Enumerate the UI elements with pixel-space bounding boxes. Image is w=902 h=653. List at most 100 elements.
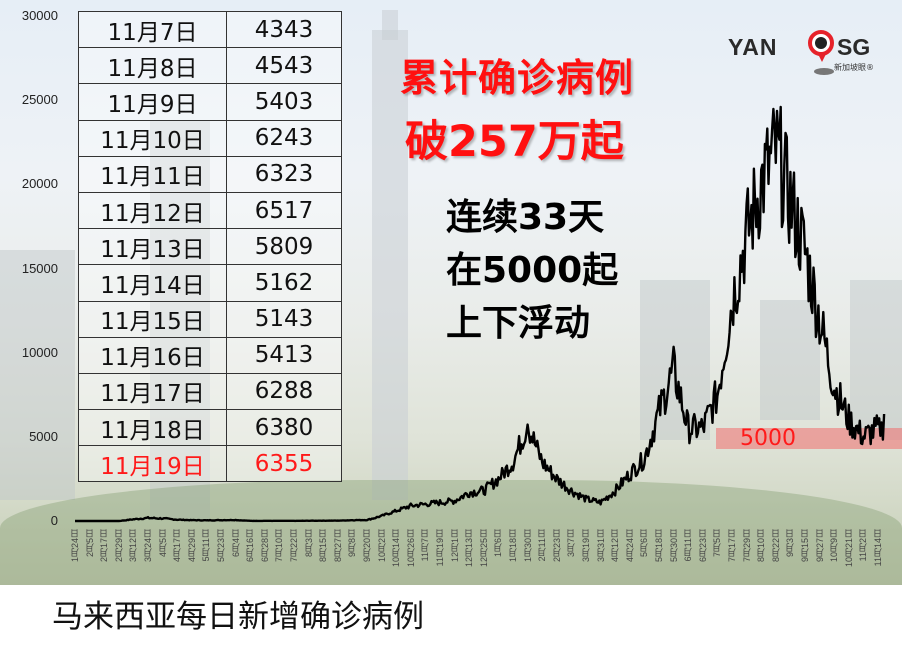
table-cell-value: 5403 xyxy=(226,83,342,121)
x-tick-label: 10月14日 xyxy=(391,529,402,568)
x-tick-label: 10月2日 xyxy=(376,529,387,563)
x-tick-label: 1月24日 xyxy=(70,529,80,563)
background-building xyxy=(0,250,75,500)
x-tick-label: 11月14日 xyxy=(873,529,883,567)
x-tick-label: 4月17日 xyxy=(172,529,183,563)
x-tick-label: 12月1日 xyxy=(449,529,460,563)
headline-total: 破257万起 xyxy=(405,117,624,167)
x-tick-label: 1月30日 xyxy=(522,529,533,563)
table-cell-date: 11月14日 xyxy=(78,264,227,302)
logo-text-left: YAN xyxy=(728,34,778,60)
table-cell-date: 11月11日 xyxy=(78,155,227,193)
x-tick-label: 2月17日 xyxy=(99,529,110,563)
background-building xyxy=(850,280,902,440)
y-tick-label: 25000 xyxy=(21,92,58,108)
logo-pin-tail-icon xyxy=(817,52,827,62)
table-row: 11月7日 4343 xyxy=(78,10,342,49)
x-tick-label: 5月11日 xyxy=(201,529,212,562)
table-cell-value: 5143 xyxy=(226,300,342,338)
y-tick-label: 0 xyxy=(50,513,58,528)
x-tick-label: 5月23日 xyxy=(216,529,226,563)
table-row: 11月11日 6323 xyxy=(78,155,342,193)
x-tick-label: 10月26日 xyxy=(405,529,416,568)
table-cell-value: 5809 xyxy=(226,228,342,266)
x-tick-label: 10月21日 xyxy=(843,529,854,568)
table-cell-date: 11月10日 xyxy=(78,119,227,157)
table-cell-date: 11月18日 xyxy=(78,409,227,447)
x-tick-label: 8月22日 xyxy=(770,529,781,563)
x-tick-label: 4月29日 xyxy=(186,529,197,563)
table-cell-date: 11月12日 xyxy=(78,191,227,230)
x-tick-label: 5月18日 xyxy=(654,529,664,563)
background-tower xyxy=(372,30,408,500)
x-tick-label: 11月2日 xyxy=(858,529,869,562)
table-cell-date: 11月17日 xyxy=(78,372,227,411)
x-tick-label: 10月9日 xyxy=(829,529,840,563)
chart-caption: 马来西亚每日新增确诊病例 xyxy=(52,599,424,635)
x-tick-label: 1月18日 xyxy=(508,529,518,563)
y-tick-label: 20000 xyxy=(21,176,58,192)
table-cell-value: 5162 xyxy=(226,264,342,302)
x-tick-label: 2月5日 xyxy=(84,529,95,558)
table-row: 11月8日 4543 xyxy=(78,47,342,85)
table-cell-date: 11月19日 xyxy=(78,445,227,483)
table-cell-value: 6323 xyxy=(226,155,342,193)
y-tick-label: 10000 xyxy=(21,344,58,360)
chart-area: 5000 0 5000 10000 15000 20000 25000 30000 1月24… xyxy=(0,0,902,585)
x-tick-label: 3月12日 xyxy=(128,529,139,563)
x-tick-label: 4月5日 xyxy=(157,529,168,558)
x-tick-label: 9月3日 xyxy=(785,529,796,558)
logo-tagline: 新加坡眼® xyxy=(834,63,874,72)
yanosg-logo: YAN SG 新加坡眼® xyxy=(728,30,898,80)
daily-cases-line xyxy=(74,105,886,523)
x-tick-label: 9月27日 xyxy=(814,529,825,563)
table-cell-date: 11月9日 xyxy=(78,83,227,121)
x-tick-label: 4月12日 xyxy=(610,529,621,563)
background-tower-spire xyxy=(382,10,398,40)
subheadline-fluctuate: 上下浮动 xyxy=(446,303,591,344)
table-row: 11月9日 5403 xyxy=(78,83,342,121)
x-tick-label: 1月6日 xyxy=(493,529,504,558)
line-chart xyxy=(74,105,886,523)
background-building xyxy=(760,300,820,420)
table-row: 11月17日 6288 xyxy=(78,372,342,411)
x-tick-label: 7月22日 xyxy=(289,529,299,563)
reference-band-label: 5000 xyxy=(740,426,796,451)
headline-cumulative: 累计确诊病例 xyxy=(400,56,635,100)
x-tick-label: 11月19日 xyxy=(435,529,445,567)
x-tick-label: 3月24日 xyxy=(143,529,153,563)
table-row: 11月16日 5413 xyxy=(78,336,342,374)
x-tick-label: 3月19日 xyxy=(581,529,591,563)
x-tick-label: 5月6日 xyxy=(639,529,650,558)
subheadline-days: 连续33天 xyxy=(446,197,605,238)
x-tick-label: 7月17日 xyxy=(727,529,737,563)
x-tick-label: 8月27日 xyxy=(332,529,343,563)
x-tick-label: 2月11日 xyxy=(537,529,548,562)
table-cell-value: 6380 xyxy=(226,409,342,447)
x-tick-label: 8月3日 xyxy=(303,529,314,558)
y-tick-label: 5000 xyxy=(29,428,58,444)
table-cell-value: 6288 xyxy=(226,372,342,411)
table-cell-date: 11月16日 xyxy=(78,336,227,374)
x-tick-label: 6月4日 xyxy=(230,529,241,558)
x-tick-label: 6月28日 xyxy=(259,529,270,563)
x-tick-label: 7月5日 xyxy=(712,529,723,558)
x-tick-label: 6月23日 xyxy=(697,529,708,563)
x-tick-label: 7月10日 xyxy=(274,529,285,563)
y-tick-label: 30000 xyxy=(21,8,58,23)
logo-text-right: SG xyxy=(837,34,871,60)
x-tick-label: 6月16日 xyxy=(245,529,256,563)
x-tick-label: 6月11日 xyxy=(683,529,694,562)
x-tick-label: 3月31日 xyxy=(595,529,606,563)
x-tick-label: 8月10日 xyxy=(756,529,767,563)
table-row: 11月15日 5143 xyxy=(78,300,342,338)
table-cell-date: 11月15日 xyxy=(78,300,227,338)
x-tick-label: 9月20日 xyxy=(362,529,372,563)
table-cell-value: 6355 xyxy=(226,445,342,483)
x-tick-label: 2月23日 xyxy=(551,529,562,563)
logo-pin-icon xyxy=(808,30,834,56)
subheadline-threshold: 在5000起 xyxy=(446,250,619,291)
table-row: 11月14日 5162 xyxy=(78,264,342,302)
table-row: 11月13日 5809 xyxy=(78,228,342,266)
x-tick-label: 9月8日 xyxy=(347,529,358,558)
